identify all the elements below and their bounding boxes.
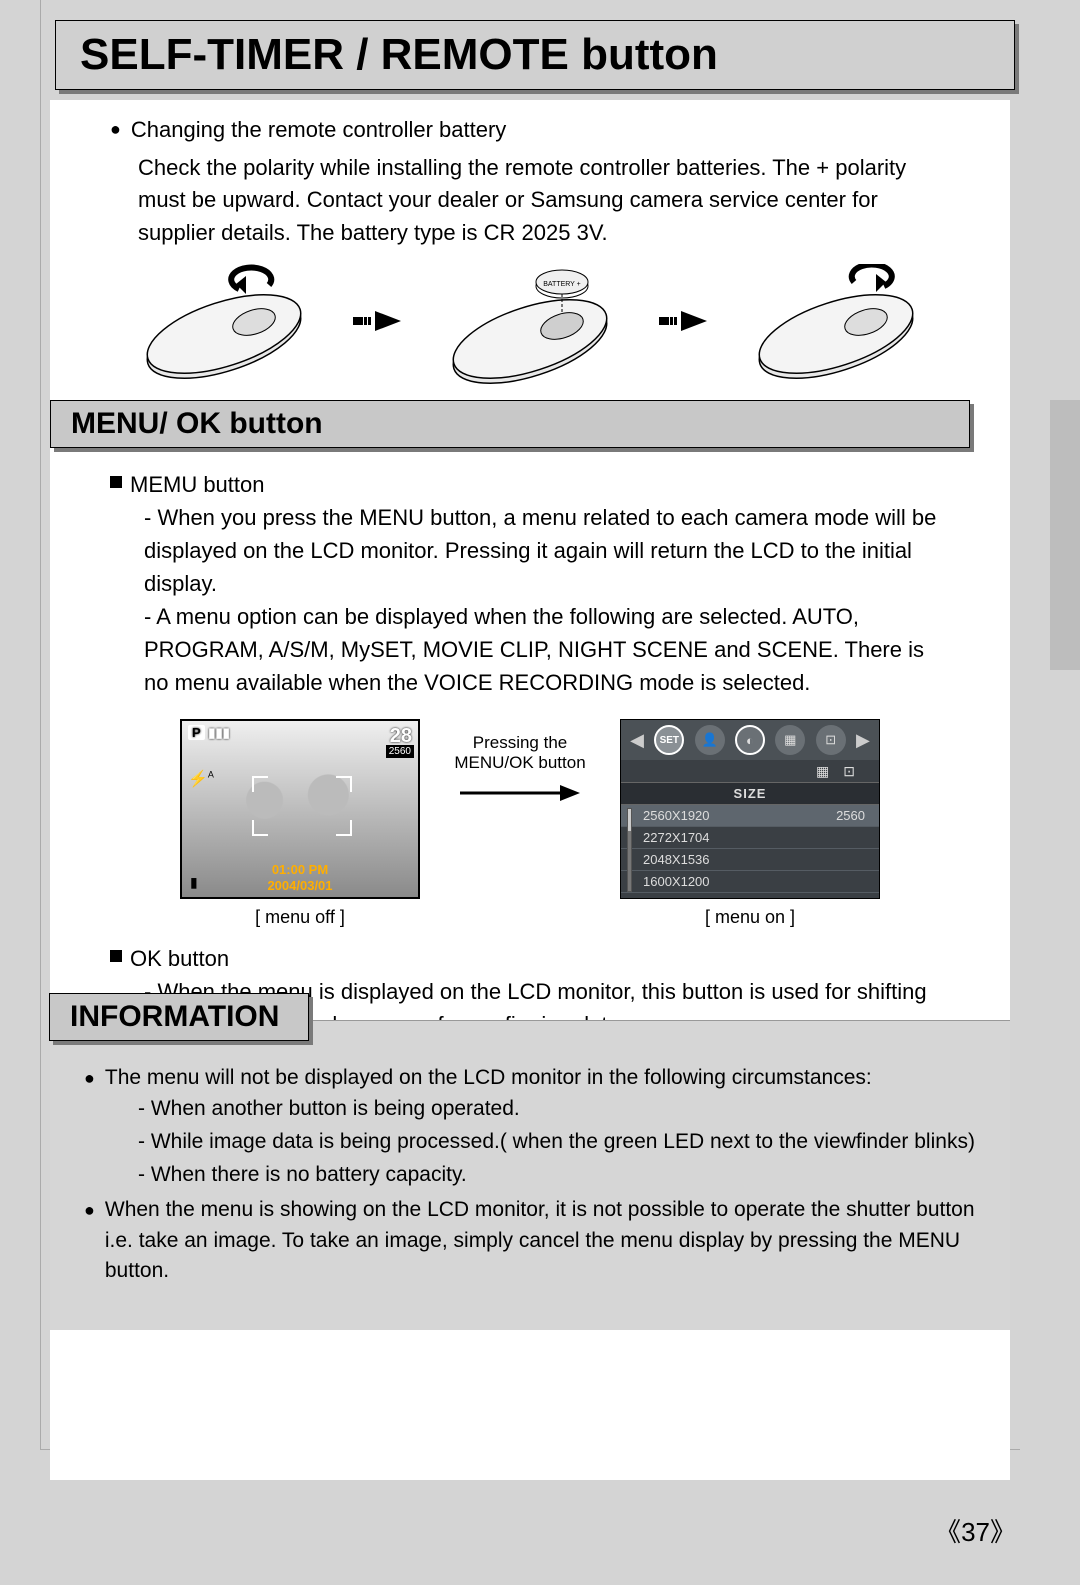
menu-tab-row: ◀ SET 👤 ◐ ▦ ⊡ ▶ [621,720,879,760]
information-header-bar: INFORMATION [49,993,309,1041]
press-column: Pressing the MENU/OK button [440,719,600,808]
size-header: SIZE [621,782,879,805]
square-bullet-icon [110,476,122,488]
tab-set: SET [654,725,684,755]
info-b2-text: When the menu is showing on the LCD moni… [105,1195,976,1286]
page-title-bar: SELF-TIMER / REMOTE button [55,20,1015,90]
size-row: 2272X1704 [621,827,879,849]
lcd-off-screen: P ▮▮▮ 28 2560 ⚡A ▮ 01:00 PM 2004/03/01 [180,719,420,899]
page-number-value: 37 [961,1517,990,1547]
remote-diagram-row: BATTERY + [110,264,950,384]
size-row: 2048X1536 [621,849,879,871]
menu-ok-title: MENU/ OK button [71,407,949,441]
lcd-on-caption: [ menu on ] [620,907,880,928]
bullet-dot-icon: ● [110,114,121,146]
page-background: SELF-TIMER / REMOTE button ● Changing th… [0,0,1080,1585]
memu-bullet: MEMU button [110,468,950,501]
lcd-off-column: P ▮▮▮ 28 2560 ⚡A ▮ 01:00 PM 2004/03/01 [180,719,420,928]
info-b2: ● When the menu is showing on the LCD mo… [84,1195,976,1286]
size-badge: 2560 [386,745,414,758]
size-res: 2048X1536 [643,852,710,867]
menu-tab-row2: ▦ ⊡ [621,760,879,782]
info-b1b: - While image data is being processed.( … [84,1126,976,1159]
lcd-on-screen: ◀ SET 👤 ◐ ▦ ⊡ ▶ ▦ ⊡ SIZE [620,719,880,899]
size-row: 1600X1200 [621,871,879,893]
arrow-right-long-icon [440,783,600,808]
page-title: SELF-TIMER / REMOTE button [80,30,718,80]
size-res: 2272X1704 [643,830,710,845]
remote-close-illustration [736,264,936,384]
flash-icon: ⚡A [188,769,214,789]
tab-grid-icon: ▦ [775,725,805,755]
svg-text:BATTERY +: BATTERY + [543,281,581,288]
memu-p2: - A menu option can be displayed when th… [110,600,950,699]
ok-bullet: OK button [110,942,950,975]
arrow-right-icon [659,307,707,340]
info-b1-text: The menu will not be displayed on the LC… [105,1063,872,1093]
grid-small-icon: ▦ [816,763,829,780]
lcd-date: 2004/03/01 [182,878,418,893]
lcd-on-column: ◀ SET 👤 ◐ ▦ ⊡ ▶ ▦ ⊡ SIZE [620,719,880,928]
press-label: Pressing the MENU/OK button [440,733,600,773]
size-val: 2560 [836,808,865,823]
info-b1c: - When there is no battery capacity. [84,1159,976,1192]
focus-brackets-icon [252,776,352,836]
remote-open-illustration [124,264,324,384]
right-triangle-icon: ▶ [856,730,870,751]
arrow-right-icon [353,307,401,340]
tab-spot-icon: ⊡ [816,725,846,755]
spot-small-icon: ⊡ [843,763,855,780]
square-bullet-icon [110,950,122,962]
lcd-time: 01:00 PM [182,862,418,877]
ok-label: OK button [130,942,229,975]
page-content: ● Changing the remote controller battery… [50,100,1010,1480]
info-b1a: - When another button is being operated. [84,1093,976,1126]
section1-bullet: ● Changing the remote controller battery [110,114,950,146]
mode-badge: P [188,725,205,740]
bullet-dot-icon: ● [84,1195,95,1286]
size-row: 2560X1920 2560 [621,805,879,827]
memu-label: MEMU button [130,468,265,501]
info-b1: ● The menu will not be displayed on the … [84,1063,976,1093]
remote-battery-illustration: BATTERY + [430,264,630,384]
menu-ok-header-bar: MENU/ OK button [50,400,970,448]
tab-portrait-icon: 👤 [695,725,725,755]
lcd-row: P ▮▮▮ 28 2560 ⚡A ▮ 01:00 PM 2004/03/01 [110,719,950,928]
left-triangle-icon: ◀ [630,730,644,751]
lcd-off-caption: [ menu off ] [180,907,420,928]
size-res: 2560X1920 [643,808,710,823]
bullet-dot-icon: ● [84,1063,95,1093]
memu-p1: - When you press the MENU button, a menu… [110,501,950,600]
menu-scrollbar [627,808,632,892]
size-res: 1600X1200 [643,874,710,889]
section1-bullet-text: Changing the remote controller battery [131,114,506,146]
page-number: 《37》 [935,1512,1016,1549]
information-title: INFORMATION [70,1000,288,1034]
information-box: INFORMATION ● The menu will not be displ… [50,1020,1010,1330]
tab-brightness-icon: ◐ [735,725,765,755]
section1-paragraph: Check the polarity while installing the … [110,152,950,250]
